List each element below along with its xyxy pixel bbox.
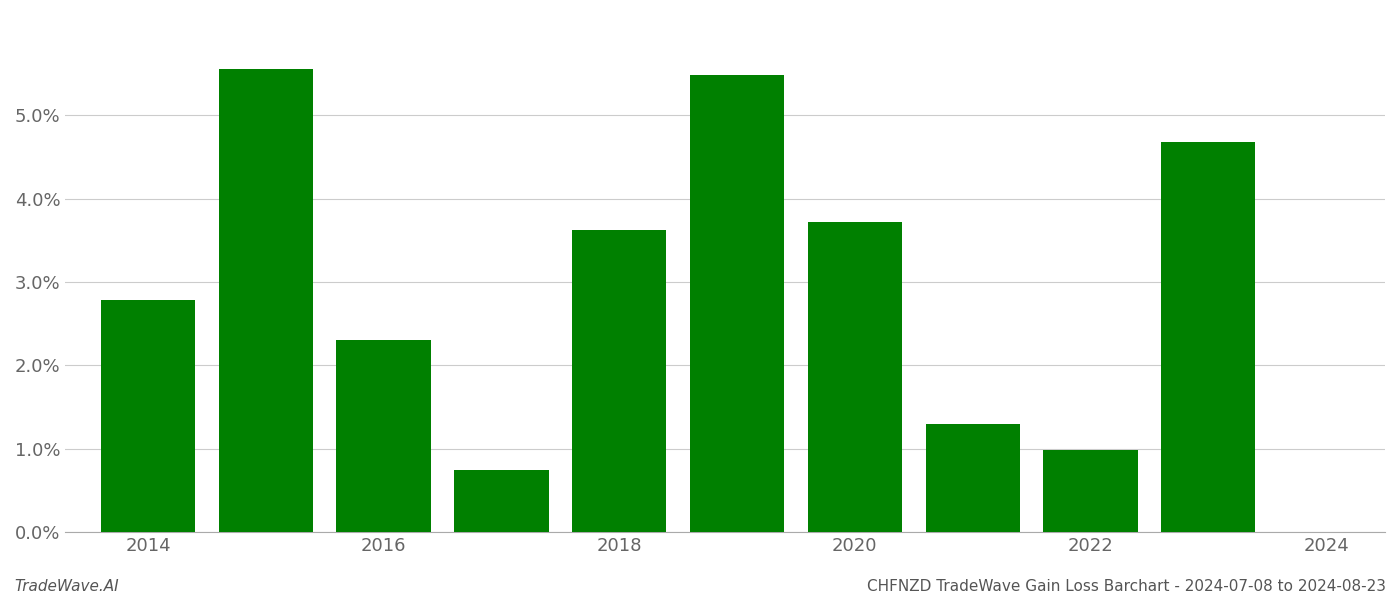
Bar bbox=[925, 424, 1019, 532]
Bar bbox=[1161, 142, 1256, 532]
Bar bbox=[690, 75, 784, 532]
Bar bbox=[454, 470, 549, 532]
Text: TradeWave.AI: TradeWave.AI bbox=[14, 579, 119, 594]
Text: CHFNZD TradeWave Gain Loss Barchart - 2024-07-08 to 2024-08-23: CHFNZD TradeWave Gain Loss Barchart - 20… bbox=[867, 579, 1386, 594]
Bar bbox=[101, 300, 195, 532]
Bar bbox=[336, 340, 431, 532]
Bar bbox=[573, 230, 666, 532]
Bar bbox=[808, 222, 902, 532]
Bar bbox=[1043, 451, 1138, 532]
Bar bbox=[218, 69, 312, 532]
